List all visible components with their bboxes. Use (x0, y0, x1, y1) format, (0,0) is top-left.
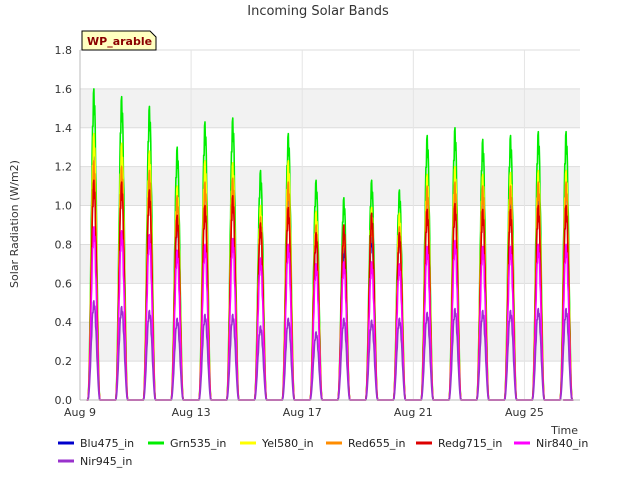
x-tick-label: Aug 13 (172, 406, 211, 419)
y-tick-label: 1.4 (55, 122, 73, 135)
plot-band (80, 127, 580, 167)
y-tick-label: 1.2 (55, 161, 73, 174)
plot-band (80, 50, 580, 89)
site-label: WP_arable (87, 35, 152, 48)
y-tick-label: 0.6 (55, 277, 73, 290)
plot-band (80, 88, 580, 128)
x-tick-labels: Aug 9 Aug 13 Aug 17 Aug 21 Aug 25 (64, 406, 544, 419)
x-tick-label: Aug 17 (283, 406, 322, 419)
y-tick-label: 1.0 (55, 200, 73, 213)
legend-label: Redg715_in (438, 437, 502, 450)
axes (79, 50, 580, 401)
y-tick-label: 1.8 (55, 44, 73, 57)
legend-label: Nir840_in (536, 437, 588, 450)
legend-label: Red655_in (348, 437, 405, 450)
plot-band (80, 283, 580, 323)
plot-band (80, 244, 580, 284)
plot-band (80, 205, 580, 245)
y-tick-label: 1.6 (55, 83, 73, 96)
chart-title: Incoming Solar Bands (247, 4, 389, 19)
y-axis-label: Solar Radiation (W/m2) (8, 160, 21, 288)
legend-label: Nir945_in (80, 455, 132, 468)
y-tick-labels: 0.0 0.2 0.4 0.6 0.8 1.0 1.2 1.4 1.6 1.8 (55, 44, 73, 407)
legend-label: Yel580_in (261, 437, 314, 450)
y-tick-label: 0.2 (55, 355, 73, 368)
x-tick-label: Aug 25 (505, 406, 544, 419)
x-tick-label: Aug 9 (64, 406, 96, 419)
y-tick-label: 0.8 (55, 238, 73, 251)
y-tick-label: 0.0 (55, 394, 73, 407)
legend-label: Grn535_in (170, 437, 226, 450)
plot-band (80, 322, 580, 362)
site-label-frame (81, 30, 157, 51)
plot-background (80, 50, 580, 400)
x-axis-label: Time (550, 424, 578, 437)
plot-band (80, 361, 580, 400)
site-label-box: WP_arable (81, 30, 157, 51)
legend-label: Blu475_in (80, 437, 134, 450)
legend: Blu475_in Grn535_in Yel580_in Red655_in Redg… (58, 437, 588, 468)
plot-band (80, 166, 580, 206)
y-tick-label: 0.4 (55, 316, 73, 329)
x-tick-label: Aug 21 (394, 406, 433, 419)
